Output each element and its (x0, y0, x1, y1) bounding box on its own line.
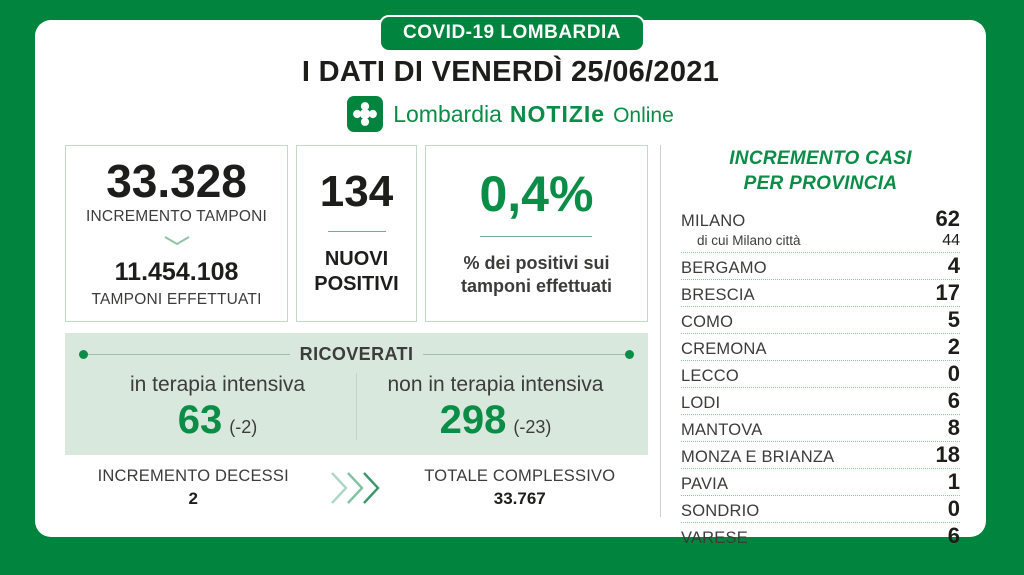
province-value: 2 (947, 334, 960, 360)
nuovi-positivi-label: NUOVI POSITIVI (314, 248, 399, 295)
covid-lombardia-badge: COVID-19 LOMBARDIA (378, 15, 646, 52)
province-value: 1 (947, 469, 960, 495)
province-value: 5 (947, 307, 960, 333)
province-title-line1: INCREMENTO CASI (729, 148, 912, 169)
province-name: SONDRIO (681, 502, 760, 521)
divider (423, 354, 626, 355)
logo-region-label: Lombardia (393, 100, 502, 127)
icu-delta: (-2) (229, 417, 258, 437)
tamponi-increment-label: INCREMENTO TAMPONI (86, 208, 268, 225)
province-name: MILANO (681, 212, 746, 231)
totale-value: 33.767 (493, 489, 546, 508)
icu-value-row: 63 (-2) (178, 400, 258, 440)
province-row-sondrio: SONDRIO 0 (681, 496, 960, 524)
province-column: INCREMENTO CASI PER PROVINCIA MILANO 62 … (660, 145, 986, 547)
main-area: 33.328 INCREMENTO TAMPONI 11.454.108 TAM… (35, 145, 986, 547)
province-value: 18 (935, 442, 960, 468)
decessi-cell: INCREMENTO DECESSI 2 (65, 467, 322, 509)
province-subname: di cui Milano città (697, 233, 801, 249)
province-value: 0 (947, 361, 960, 387)
ricoverati-header: RICOVERATI (79, 344, 635, 365)
divider (327, 231, 386, 232)
non-icu-column: non in terapia intensiva 298 (-23) (357, 373, 634, 440)
icu-label: in terapia intensiva (129, 373, 306, 396)
triple-chevron-icon (322, 469, 392, 507)
province-row-bergamo: BERGAMO 4 (681, 253, 960, 281)
lombardia-notizie-logo: Lombardia NOTIZIe Online (35, 96, 986, 132)
tamponi-total-label: TAMPONI EFFETTUATI (91, 291, 262, 308)
province-row-pavia: PAVIA 1 (681, 469, 960, 497)
nuovi-positivi-box: 134 NUOVI POSITIVI (296, 145, 417, 322)
bullet-dot-icon (625, 350, 635, 359)
province-row-mantova: MANTOVA 8 (681, 415, 960, 443)
bullet-dot-icon (79, 350, 88, 359)
ricoverati-title: RICOVERATI (299, 344, 414, 364)
province-name: PAVIA (681, 475, 729, 494)
province-name: CREMONA (681, 340, 767, 359)
province-value: 17 (935, 280, 960, 306)
icu-column: in terapia intensiva 63 (-2) (79, 373, 357, 440)
divider (480, 235, 593, 237)
rosa-camuna-icon (347, 96, 384, 132)
province-title: INCREMENTO CASI PER PROVINCIA (681, 147, 960, 196)
ricoverati-panel: RICOVERATI in terapia intensiva 63 (-2) (65, 333, 648, 455)
decessi-label: INCREMENTO DECESSI (97, 467, 289, 485)
totale-label: TOTALE COMPLESSIVO (424, 467, 616, 485)
tamponi-box: 33.328 INCREMENTO TAMPONI 11.454.108 TAM… (65, 145, 289, 322)
non-icu-value-row: 298 (-23) (440, 400, 552, 440)
icu-value: 63 (177, 398, 223, 442)
province-name: BRESCIA (681, 286, 755, 305)
province-value: 6 (947, 388, 960, 414)
province-row-cremona: CREMONA 2 (681, 334, 960, 362)
province-name: MONZA E BRIANZA (681, 448, 835, 467)
province-row-como: COMO 5 (681, 307, 960, 335)
province-row-monza-e-brianza: MONZA E BRIANZA 18 (681, 442, 960, 470)
province-value: 62 (935, 206, 960, 232)
province-row-milano: MILANO 62 (681, 206, 960, 232)
province-value: 0 (947, 496, 960, 522)
province-name: COMO (681, 313, 734, 332)
province-name: BERGAMO (681, 259, 767, 278)
province-name: LECCO (681, 367, 739, 386)
logo-online-label: Online (613, 103, 674, 127)
tamponi-increment-value: 33.328 (106, 155, 247, 207)
province-value: 4 (947, 253, 960, 279)
page-title: I DATI DI VENERDÌ 25/06/2021 (301, 56, 720, 88)
totals-row: INCREMENTO DECESSI 2 TOTALE COMPLESSIVO … (65, 467, 648, 509)
province-name: LODI (681, 394, 721, 413)
decessi-value: 2 (188, 489, 198, 508)
non-icu-label: non in terapia intensiva (387, 373, 604, 396)
stats-column: 33.328 INCREMENTO TAMPONI 11.454.108 TAM… (35, 145, 660, 517)
province-row-brescia: BRESCIA 17 (681, 280, 960, 308)
province-name: VARESE (681, 529, 748, 548)
logo-text: Lombardia NOTIZIe Online (393, 101, 674, 128)
province-subvalue: 44 (942, 232, 960, 250)
province-row-lodi: LODI 6 (681, 388, 960, 416)
ricoverati-columns: in terapia intensiva 63 (-2) non in tera… (79, 373, 634, 440)
province-value: 8 (947, 415, 960, 441)
divider (88, 354, 290, 355)
province-title-line2: PER PROVINCIA (743, 172, 898, 194)
nuovi-positivi-value: 134 (319, 167, 394, 216)
logo-notizie-label: NOTIZIe (509, 100, 606, 127)
positivity-label: % dei positivi sui tamponi effettuati (460, 252, 612, 296)
province-value: 6 (947, 523, 960, 549)
non-icu-delta: (-23) (513, 417, 552, 437)
province-row-varese: VARESE 6 (681, 523, 960, 549)
stat-boxes: 33.328 INCREMENTO TAMPONI 11.454.108 TAM… (65, 145, 649, 322)
tamponi-total-value: 11.454.108 (114, 258, 239, 286)
content-card: I DATI DI VENERDÌ 25/06/2021 Lombardia N… (35, 20, 986, 547)
province-name: MANTOVA (681, 421, 763, 440)
chevron-down-icon (163, 233, 191, 251)
province-subrow-milano-citta: di cui Milano città 44 (681, 232, 960, 254)
totale-cell: TOTALE COMPLESSIVO 33.767 (392, 467, 649, 509)
positivity-value: 0,4% (479, 165, 594, 222)
province-row-lecco: LECCO 0 (681, 361, 960, 389)
positivity-box: 0,4% % dei positivi sui tamponi effettua… (424, 145, 649, 322)
non-icu-value: 298 (439, 398, 507, 442)
